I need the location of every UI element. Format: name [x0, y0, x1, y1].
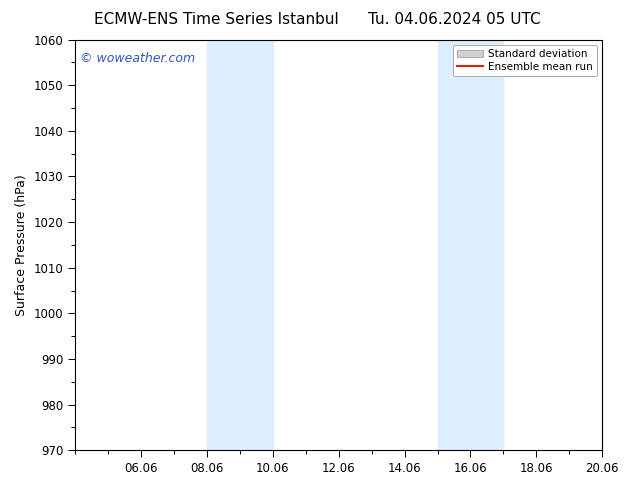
Text: © woweather.com: © woweather.com [81, 52, 195, 65]
Legend: Standard deviation, Ensemble mean run: Standard deviation, Ensemble mean run [453, 45, 597, 76]
Y-axis label: Surface Pressure (hPa): Surface Pressure (hPa) [15, 174, 28, 316]
Bar [207, 40, 273, 450]
Bar [437, 40, 503, 450]
Text: ECMW-ENS Time Series Istanbul      Tu. 04.06.2024 05 UTC: ECMW-ENS Time Series Istanbul Tu. 04.06.… [94, 12, 540, 27]
